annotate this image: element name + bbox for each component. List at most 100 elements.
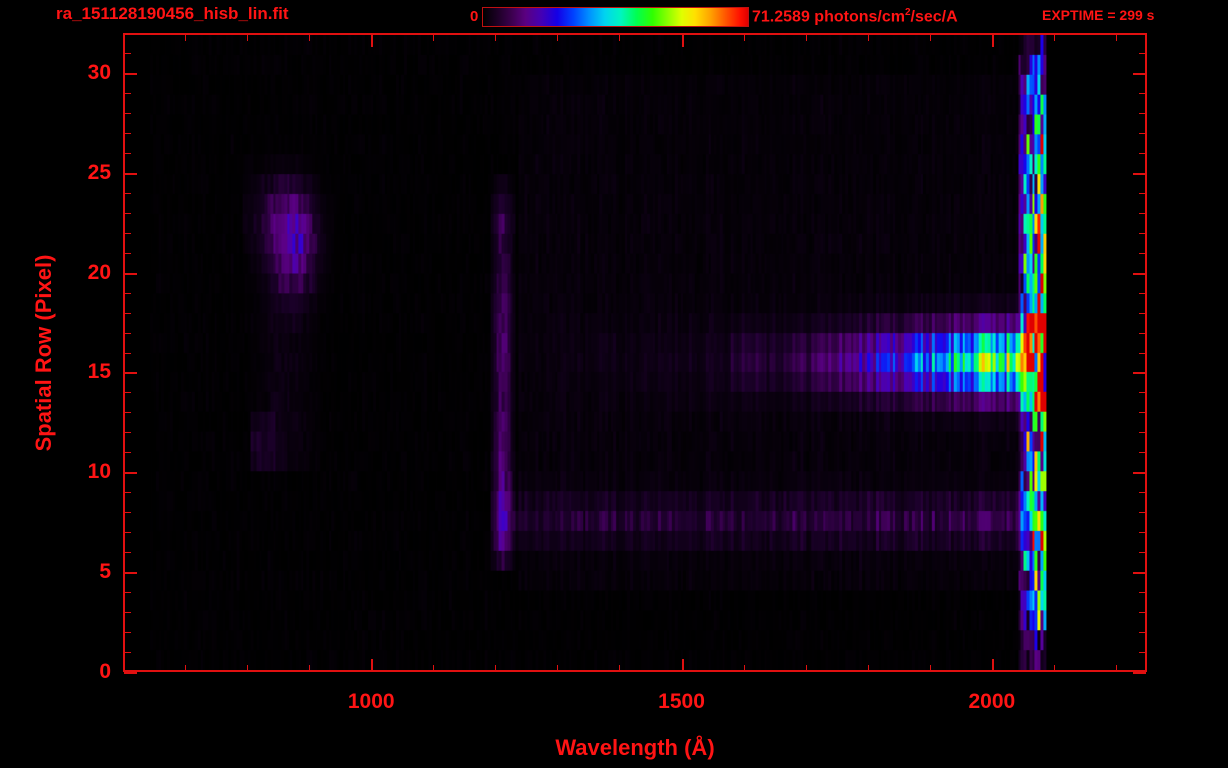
y-tick-minor-right xyxy=(1139,552,1146,554)
y-tick-minor-right xyxy=(1139,192,1146,194)
y-tick-minor-right xyxy=(1139,232,1146,234)
x-tick-major-top xyxy=(681,34,684,47)
y-tick-minor-right xyxy=(1139,432,1146,434)
y-tick-minor-left xyxy=(124,392,131,394)
y-tick-label: 20 xyxy=(87,260,111,284)
y-tick-minor-left xyxy=(124,532,131,534)
y-tick-minor-right xyxy=(1139,92,1146,94)
y-tick-minor-right xyxy=(1139,492,1146,494)
x-tick-minor-bottom xyxy=(557,665,559,672)
y-tick-minor-left xyxy=(124,632,131,634)
y-tick-major-left xyxy=(124,372,137,375)
x-tick-minor-top xyxy=(929,34,931,41)
exposure-time-label: EXPTIME = 299 s xyxy=(1042,7,1155,23)
x-tick-minor-bottom xyxy=(433,665,435,672)
x-tick-minor-top xyxy=(1053,34,1055,41)
y-tick-minor-right xyxy=(1139,52,1146,54)
y-tick-minor-right xyxy=(1139,632,1146,634)
x-tick-minor-bottom xyxy=(1115,665,1117,672)
x-tick-minor-top xyxy=(805,34,807,41)
y-axis-title: Spatial Row (Pixel) xyxy=(31,254,56,452)
colorbar-units-exponent: 2 xyxy=(904,7,911,18)
x-tick-major-bottom xyxy=(991,659,994,672)
y-tick-minor-left xyxy=(124,432,131,434)
y-tick-major-left xyxy=(124,272,137,275)
y-tick-label: 5 xyxy=(99,560,111,584)
x-tick-major-bottom xyxy=(371,659,374,672)
y-tick-label: 10 xyxy=(87,460,111,484)
y-tick-minor-left xyxy=(124,412,131,414)
x-tick-label: 2000 xyxy=(968,690,1016,713)
x-tick-minor-top xyxy=(867,34,869,41)
y-tick-label: 30 xyxy=(87,60,111,84)
x-tick-minor-bottom xyxy=(929,665,931,672)
y-tick-major-left xyxy=(124,172,137,175)
y-tick-minor-left xyxy=(124,252,131,254)
y-tick-minor-right xyxy=(1139,152,1146,154)
y-tick-minor-left xyxy=(124,292,131,294)
y-tick-minor-left xyxy=(124,92,131,94)
x-tick-minor-bottom xyxy=(1053,665,1055,672)
x-tick-minor-top xyxy=(619,34,621,41)
y-tick-label: 15 xyxy=(87,360,111,384)
y-tick-minor-left xyxy=(124,312,131,314)
y-tick-minor-left xyxy=(124,592,131,594)
y-tick-minor-left xyxy=(124,352,131,354)
x-tick-minor-bottom xyxy=(247,665,249,672)
x-axis-title: Wavelength (Å) xyxy=(555,735,715,760)
colorbar-max-value: 71.2589 xyxy=(752,8,810,26)
y-tick-minor-left xyxy=(124,52,131,54)
header-bar: ra_151128190456_hisb_lin.fit 0 71.2589 p… xyxy=(0,0,1228,30)
x-tick-major-top xyxy=(371,34,374,47)
x-tick-minor-top xyxy=(433,34,435,41)
y-tick-major-left xyxy=(124,572,137,575)
y-tick-minor-right xyxy=(1139,612,1146,614)
x-tick-minor-top xyxy=(495,34,497,41)
y-tick-minor-left xyxy=(124,152,131,154)
colorbar-units-suffix: /sec/A xyxy=(910,8,958,26)
y-tick-minor-left xyxy=(124,232,131,234)
y-tick-minor-left xyxy=(124,212,131,214)
x-tick-major-top xyxy=(991,34,994,47)
y-tick-major-right xyxy=(1133,172,1146,175)
y-tick-minor-right xyxy=(1139,652,1146,654)
y-tick-major-left xyxy=(124,672,137,674)
y-tick-minor-right xyxy=(1139,352,1146,354)
spectrogram-image xyxy=(125,35,1145,670)
y-tick-major-right xyxy=(1133,72,1146,75)
x-tick-label: 1000 xyxy=(347,690,395,713)
x-tick-minor-bottom xyxy=(743,665,745,672)
y-tick-minor-right xyxy=(1139,532,1146,534)
y-tick-label: 0 xyxy=(99,660,111,683)
y-tick-minor-right xyxy=(1139,412,1146,414)
y-tick-minor-left xyxy=(124,132,131,134)
x-tick-minor-top xyxy=(247,34,249,41)
y-tick-minor-left xyxy=(124,492,131,494)
x-tick-label: 1500 xyxy=(658,690,705,713)
y-tick-minor-right xyxy=(1139,212,1146,214)
x-tick-minor-top xyxy=(1115,34,1117,41)
y-tick-major-right xyxy=(1133,472,1146,475)
y-tick-minor-left xyxy=(124,112,131,114)
y-tick-major-right xyxy=(1133,672,1146,674)
y-tick-minor-left xyxy=(124,512,131,514)
y-tick-minor-left xyxy=(124,552,131,554)
y-tick-minor-left xyxy=(124,332,131,334)
x-tick-minor-bottom xyxy=(805,665,807,672)
y-tick-label: 25 xyxy=(87,160,111,184)
y-tick-major-right xyxy=(1133,272,1146,275)
y-tick-major-right xyxy=(1133,372,1146,375)
x-tick-minor-bottom xyxy=(185,665,187,672)
x-tick-minor-top xyxy=(743,34,745,41)
x-tick-minor-bottom xyxy=(495,665,497,672)
colorbar-min-label: 0 xyxy=(470,8,479,25)
y-tick-minor-left xyxy=(124,452,131,454)
x-tick-minor-bottom xyxy=(309,665,311,672)
colorbar xyxy=(482,7,749,27)
y-tick-minor-right xyxy=(1139,512,1146,514)
y-tick-major-left xyxy=(124,72,137,75)
x-tick-major-bottom xyxy=(681,659,684,672)
y-tick-major-left xyxy=(124,472,137,475)
y-tick-minor-left xyxy=(124,612,131,614)
